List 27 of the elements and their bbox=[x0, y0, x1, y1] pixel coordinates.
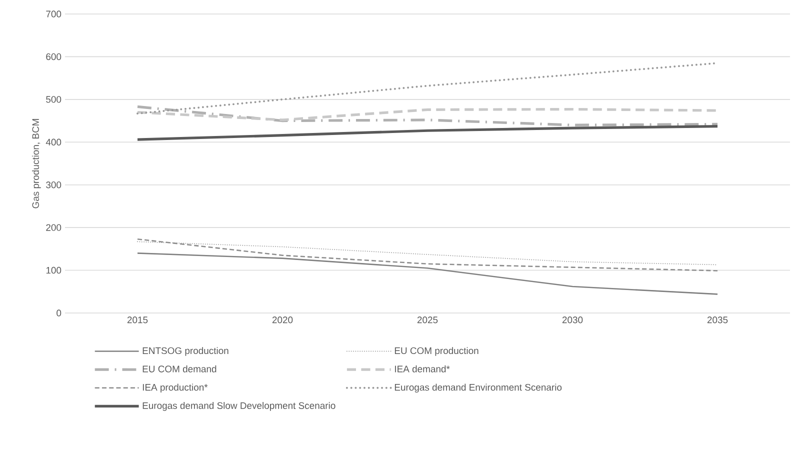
y-tick-label: 200 bbox=[46, 224, 62, 231]
line-series bbox=[136, 125, 719, 141]
y-axis-title: Gas production, BCM bbox=[32, 119, 41, 208]
legend-label: IEA demand* bbox=[395, 365, 450, 372]
y-tick-label: 700 bbox=[46, 10, 62, 18]
line-series bbox=[136, 238, 718, 272]
legend-label: EU COM demand bbox=[142, 365, 216, 372]
y-tick-label: 0 bbox=[56, 310, 62, 316]
x-tick-label: 2020 bbox=[272, 316, 293, 324]
y-tick-label: 400 bbox=[46, 138, 62, 146]
x-tick-label: 2035 bbox=[707, 316, 728, 324]
legend-label: ENTSOG production bbox=[142, 347, 228, 356]
line-series bbox=[136, 252, 718, 295]
y-tick-label: 500 bbox=[46, 96, 62, 103]
legend-label: Eurogas demand Environment Scenario bbox=[394, 384, 562, 393]
y-tick-label: 600 bbox=[46, 53, 62, 60]
line-series bbox=[137, 241, 718, 266]
x-tick-label: 2030 bbox=[562, 316, 583, 324]
y-tick-label: 100 bbox=[46, 266, 62, 274]
x-tick-label: 2025 bbox=[417, 316, 438, 324]
legend-label: IEA production* bbox=[142, 384, 208, 393]
line-series bbox=[136, 108, 719, 122]
y-tick-label: 300 bbox=[46, 182, 62, 188]
line-series bbox=[136, 105, 719, 126]
legend-label: EU COM production bbox=[394, 347, 478, 356]
legend-label: Eurogas demand Slow Development Scenario bbox=[142, 402, 336, 411]
x-tick-label: 2015 bbox=[127, 316, 148, 324]
